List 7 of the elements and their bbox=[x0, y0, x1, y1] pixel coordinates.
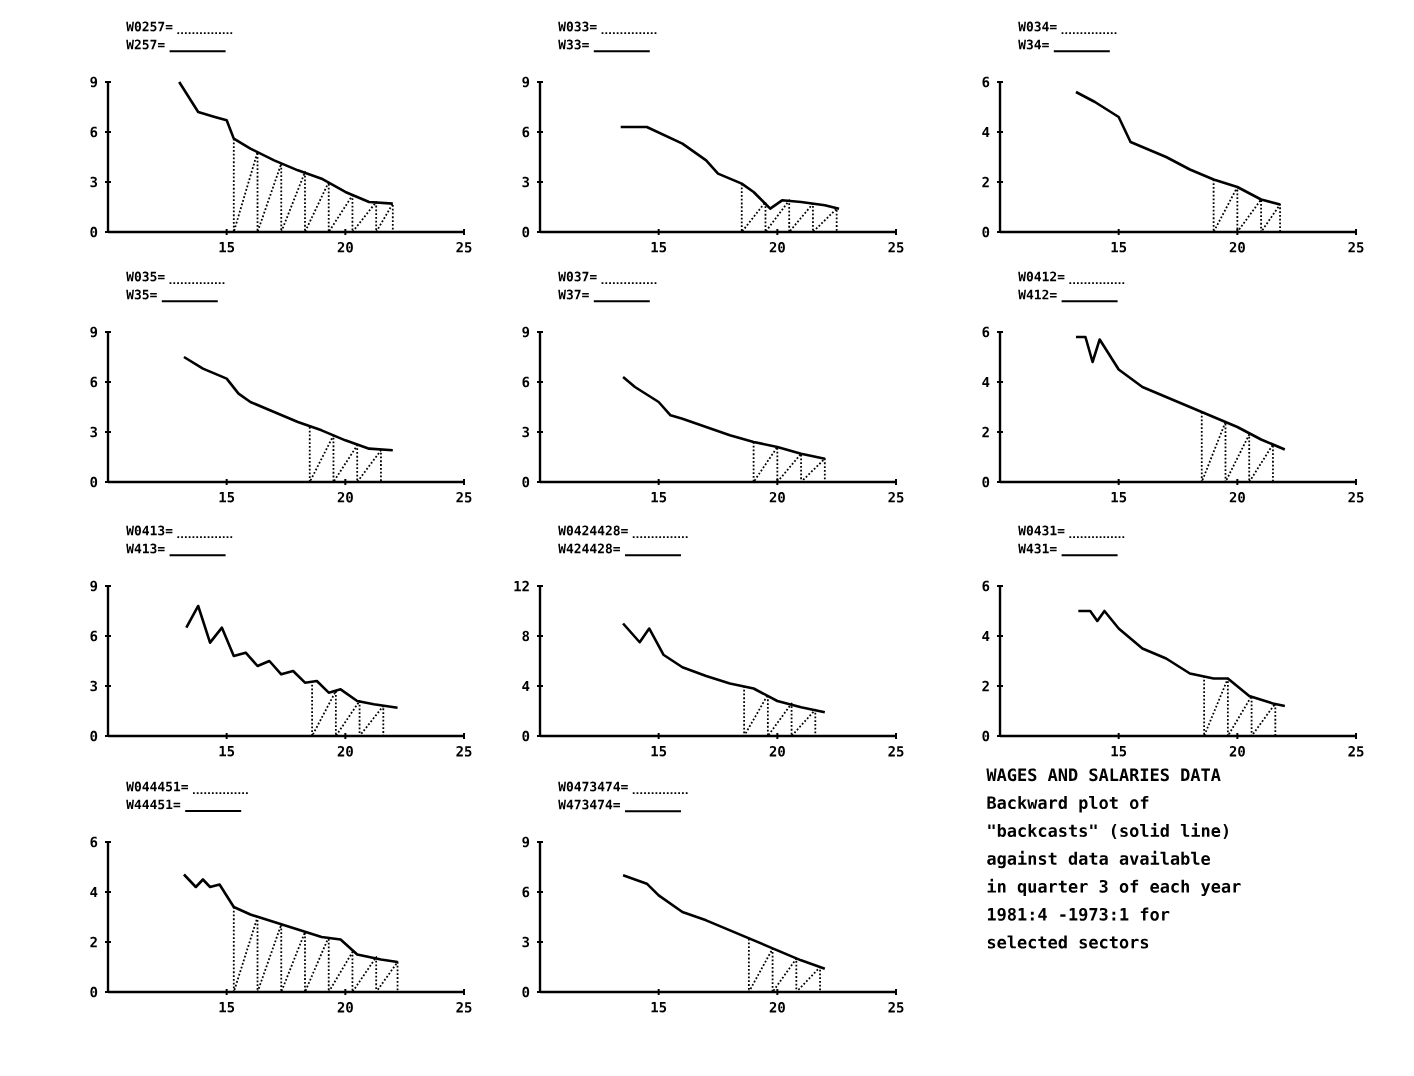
text: Backward plot of bbox=[987, 795, 1149, 813]
text: in quarter 3 of each year bbox=[987, 878, 1241, 897]
text: selected sectors bbox=[987, 935, 1149, 949]
text: against data available bbox=[987, 850, 1211, 869]
text: "backcasts" (solid line) bbox=[988, 822, 1228, 839]
text: 1981:4 -1973:1 for bbox=[987, 907, 1170, 921]
text: WAGES AND SALARIES DATA bbox=[986, 768, 1221, 782]
